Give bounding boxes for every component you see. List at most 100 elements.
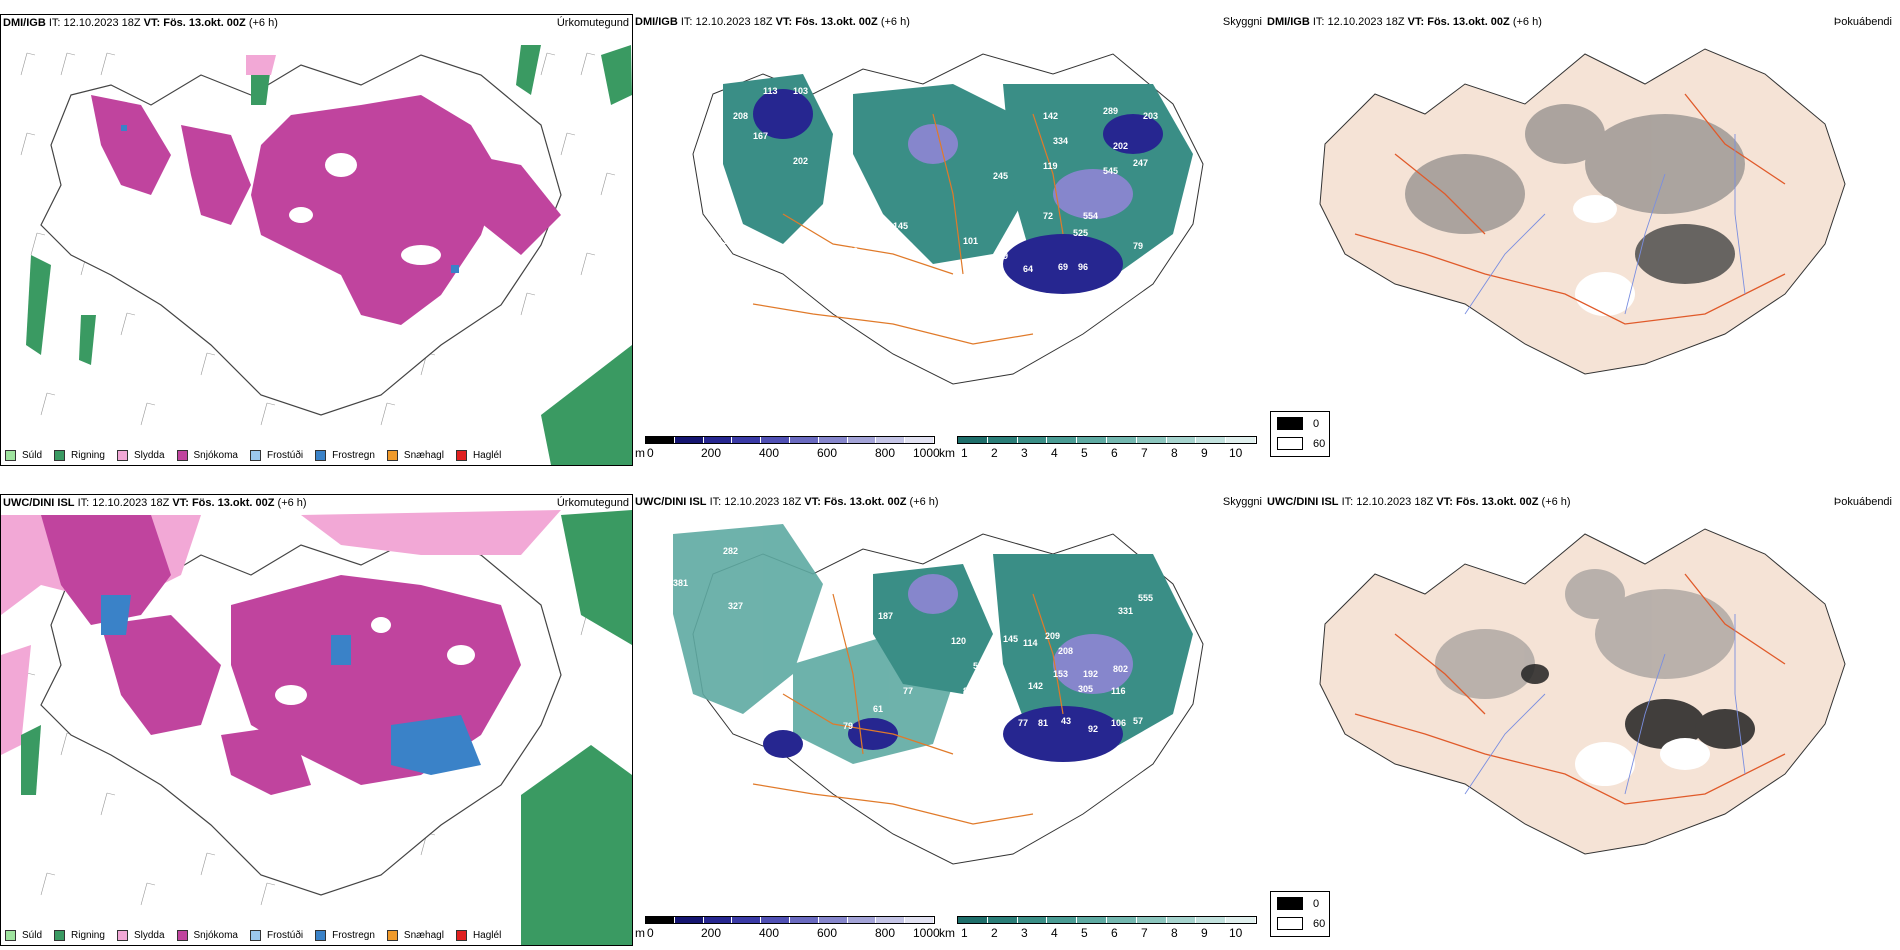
legend-item: Haglél — [455, 450, 501, 461]
svg-text:69: 69 — [1058, 262, 1068, 272]
svg-text:554: 554 — [1083, 211, 1098, 221]
colorbar-strip — [645, 436, 935, 444]
svg-text:327: 327 — [728, 601, 743, 611]
legend-item: Snæhagl — [386, 450, 444, 461]
svg-text:64: 64 — [1023, 264, 1033, 274]
fog-map-row1 — [1319, 48, 1846, 375]
rain-area — [21, 510, 632, 945]
legend-swatch — [249, 450, 261, 461]
precip-legend: Súld Rigning Slydda Snjókoma Frostúði Fr… — [5, 930, 513, 941]
svg-text:153: 153 — [1053, 669, 1068, 679]
legend-item: Slydda — [116, 450, 165, 461]
roads — [1354, 573, 1786, 805]
svg-text:802: 802 — [1113, 664, 1128, 674]
panel-title: Úrkomutegund — [556, 497, 629, 509]
svg-text:57: 57 — [1133, 716, 1143, 726]
legend-swatch — [386, 450, 398, 461]
svg-text:113: 113 — [763, 86, 778, 96]
svg-text:79: 79 — [998, 251, 1008, 261]
panel-header: UWC/DINI ISL IT: 12.10.2023 18Z VT: Fös.… — [1267, 496, 1571, 508]
colorbar-strip — [957, 916, 1257, 924]
svg-text:289: 289 — [1103, 106, 1118, 116]
panel-header: DMI/IGB IT: 12.10.2023 18Z VT: Fös. 13.o… — [635, 16, 910, 28]
fog-legend-swatch — [1277, 917, 1303, 930]
fog-legend: 0 60 — [1270, 891, 1330, 937]
fog-legend-item: 0 — [1277, 417, 1319, 430]
legend-swatch — [5, 930, 16, 941]
fog-shading — [1405, 104, 1745, 234]
svg-text:198: 198 — [858, 598, 873, 608]
roads — [752, 113, 1064, 345]
svg-text:92: 92 — [1088, 724, 1098, 734]
precip-panel-row2: UWC/DINI ISL IT: 12.10.2023 18Z VT: Fös.… — [0, 494, 633, 946]
svg-text:525: 525 — [1073, 228, 1088, 238]
low-visibility-area — [763, 706, 1123, 762]
precip-legend: Súld Rigning Slydda Snjókoma Frostúði Fr… — [5, 450, 513, 461]
panel-header: DMI/IGB IT: 12.10.2023 18Z VT: Fös. 13.o… — [3, 17, 278, 29]
svg-text:145: 145 — [893, 221, 908, 231]
legend-swatch — [315, 930, 327, 941]
legend-item: Frostúði — [249, 930, 303, 941]
legend-item: Súld — [5, 930, 42, 941]
svg-text:185: 185 — [818, 211, 833, 221]
svg-text:119: 119 — [1043, 161, 1058, 171]
panel-header: DMI/IGB IT: 12.10.2023 18Z VT: Fös. 13.o… — [1267, 16, 1542, 28]
rivers — [1464, 134, 1746, 315]
legend-swatch — [54, 930, 66, 941]
legend-swatch — [455, 450, 467, 461]
snow-area — [91, 95, 561, 325]
svg-text:61: 61 — [873, 704, 883, 714]
visibility-panel-row1: 113 103 208 167 202 142 289 203 334 119 … — [633, 14, 1265, 466]
fog-panel-row1: DMI/IGB IT: 12.10.2023 18Z VT: Fös. 13.o… — [1265, 14, 1900, 466]
svg-text:202: 202 — [793, 156, 808, 166]
legend-swatch — [386, 930, 398, 941]
svg-text:245: 245 — [993, 171, 1008, 181]
svg-text:167: 167 — [753, 131, 768, 141]
visibility-map-row2: 282 381 327 198 187 120 52 145 114 209 2… — [673, 524, 1204, 865]
fog-legend-item: 60 — [1277, 917, 1325, 930]
svg-text:282: 282 — [723, 546, 738, 556]
roads — [1354, 93, 1786, 325]
legend-swatch — [5, 450, 16, 461]
panel-title: Úrkomutegund — [556, 17, 629, 29]
svg-text:77: 77 — [903, 686, 913, 696]
svg-text:106: 106 — [1111, 718, 1126, 728]
svg-text:186: 186 — [993, 704, 1008, 714]
panel-title: Þokuábendi — [1833, 16, 1892, 28]
freezing-rain-area — [101, 595, 481, 775]
svg-text:202: 202 — [1113, 141, 1128, 151]
legend-item: Frostregn — [315, 450, 375, 461]
visibility-labels: 282 381 327 198 187 120 52 145 114 209 2… — [673, 546, 1153, 734]
legend-swatch — [315, 450, 327, 461]
svg-text:142: 142 — [1043, 111, 1058, 121]
visibility-map-row1: 113 103 208 167 202 142 289 203 334 119 … — [692, 53, 1204, 385]
svg-text:79: 79 — [1133, 241, 1143, 251]
svg-text:96: 96 — [863, 271, 873, 281]
svg-text:334: 334 — [1053, 136, 1068, 146]
svg-text:82: 82 — [963, 686, 973, 696]
fog-panel-row2: UWC/DINI ISL IT: 12.10.2023 18Z VT: Fös.… — [1265, 494, 1900, 946]
legend-item: Slydda — [116, 930, 165, 941]
svg-text:555: 555 — [1138, 593, 1153, 603]
fog-legend: 0 60 — [1270, 411, 1330, 457]
legend-swatch — [176, 450, 188, 461]
legend-swatch — [176, 930, 188, 941]
height-colorbar: m 0 200 400 600 800 1000 — [635, 916, 940, 942]
fog-map-row2 — [1319, 528, 1846, 855]
precip-map-row2 — [1, 495, 632, 945]
panel-title: Þokuábendi — [1833, 496, 1892, 508]
legend-swatch — [116, 450, 128, 461]
fog-legend-item: 0 — [1277, 897, 1319, 910]
legend-item: Snæhagl — [386, 930, 444, 941]
wind-barbs — [20, 52, 616, 426]
precip-panel-row1: DMI/IGB IT: 12.10.2023 18Z VT: Fös. 13.o… — [0, 14, 633, 466]
visibility-colorbar: km 1 2 3 4 5 6 7 8 9 10 — [939, 916, 1261, 942]
fog-legend-swatch — [1277, 417, 1303, 430]
svg-text:81: 81 — [1038, 718, 1048, 728]
legend-swatch — [249, 930, 261, 941]
panel-header: UWC/DINI ISL IT: 12.10.2023 18Z VT: Fös.… — [3, 497, 307, 509]
svg-text:52: 52 — [973, 661, 983, 671]
legend-item: Snjókoma — [176, 450, 238, 461]
svg-text:72: 72 — [1043, 211, 1053, 221]
svg-text:203: 203 — [1143, 111, 1158, 121]
